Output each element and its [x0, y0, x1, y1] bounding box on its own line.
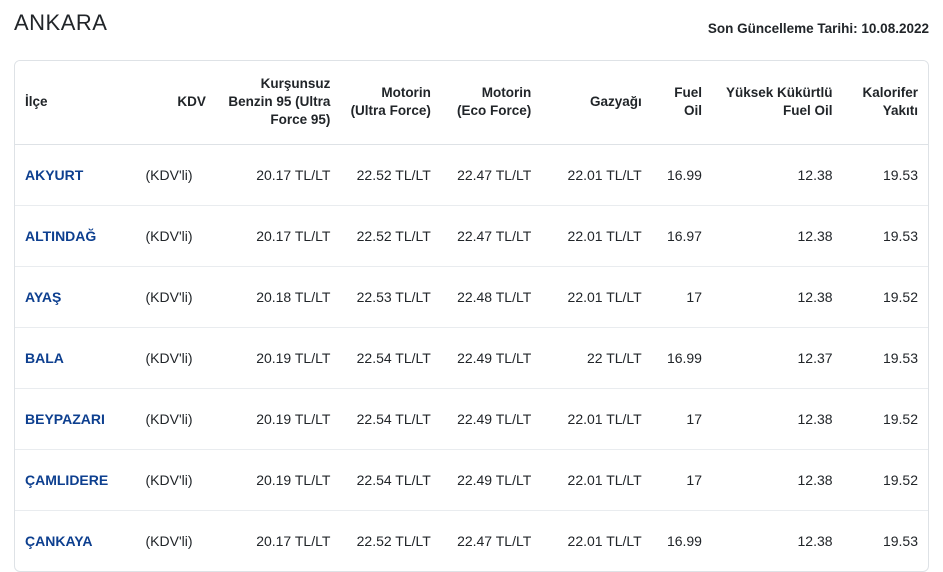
cell-kdv: (KDV'li): [136, 510, 216, 571]
cell-meco: 22.47 TL/LT: [441, 144, 541, 205]
col-ilce[interactable]: İlçe: [15, 61, 136, 144]
cell-gaz: 22.01 TL/LT: [541, 388, 651, 449]
district-link[interactable]: ÇAMLIDERE: [25, 472, 108, 488]
col-gaz[interactable]: Gazyağı: [541, 61, 651, 144]
cell-muf: 22.53 TL/LT: [340, 266, 440, 327]
col-muf[interactable]: Motorin (Ultra Force): [340, 61, 440, 144]
cell-fuel: 16.99: [652, 327, 712, 388]
cell-yks: 12.38: [712, 266, 843, 327]
col-fuel[interactable]: Fuel Oil: [652, 61, 712, 144]
cell-fuel: 17: [652, 388, 712, 449]
cell-kdv: (KDV'li): [136, 327, 216, 388]
cell-kb95: 20.19 TL/LT: [216, 388, 341, 449]
cell-fuel: 17: [652, 449, 712, 510]
cell-yks: 12.37: [712, 327, 843, 388]
cell-meco: 22.49 TL/LT: [441, 449, 541, 510]
cell-kdv: (KDV'li): [136, 144, 216, 205]
district-link[interactable]: ÇANKAYA: [25, 533, 92, 549]
cell-kb95: 20.19 TL/LT: [216, 327, 341, 388]
table-row: BALA (KDV'li)20.19 TL/LT22.54 TL/LT22.49 …: [15, 327, 928, 388]
cell-kdv: (KDV'li): [136, 205, 216, 266]
cell-gaz: 22.01 TL/LT: [541, 144, 651, 205]
cell-muf: 22.52 TL/LT: [340, 144, 440, 205]
col-kal[interactable]: Kalorifer Yakıtı: [843, 61, 928, 144]
cell-gaz: 22.01 TL/LT: [541, 510, 651, 571]
cell-kal: 19.53: [843, 327, 928, 388]
table-row: ÇANKAYA(KDV'li)20.17 TL/LT22.52 TL/LT22.…: [15, 510, 928, 571]
cell-kdv: (KDV'li): [136, 449, 216, 510]
cell-fuel: 16.99: [652, 144, 712, 205]
cell-fuel: 16.97: [652, 205, 712, 266]
price-table-container: İlçe KDV Kurşunsuz Benzin 95 (Ultra Forc…: [14, 60, 929, 572]
last-updated: Son Güncelleme Tarihi: 10.08.2022: [708, 21, 929, 36]
cell-kb95: 20.17 TL/LT: [216, 205, 341, 266]
cell-meco: 22.48 TL/LT: [441, 266, 541, 327]
cell-kal: 19.53: [843, 144, 928, 205]
district-link[interactable]: BEYPAZARI: [25, 411, 105, 427]
cell-meco: 22.49 TL/LT: [441, 327, 541, 388]
cell-yks: 12.38: [712, 144, 843, 205]
price-table: İlçe KDV Kurşunsuz Benzin 95 (Ultra Forc…: [15, 61, 928, 571]
district-link[interactable]: AYAŞ: [25, 289, 61, 305]
cell-fuel: 17: [652, 266, 712, 327]
table-row: AYAŞ (KDV'li)20.18 TL/LT22.53 TL/LT22.48 …: [15, 266, 928, 327]
cell-meco: 22.47 TL/LT: [441, 205, 541, 266]
page: ANKARA Son Güncelleme Tarihi: 10.08.2022…: [0, 0, 943, 572]
cell-kal: 19.53: [843, 205, 928, 266]
table-row: BEYPAZARI(KDV'li)20.19 TL/LT22.54 TL/LT2…: [15, 388, 928, 449]
cell-yks: 12.38: [712, 388, 843, 449]
cell-kb95: 20.18 TL/LT: [216, 266, 341, 327]
cell-muf: 22.54 TL/LT: [340, 327, 440, 388]
table-row: AKYURT (KDV'li)20.17 TL/LT22.52 TL/LT22.4…: [15, 144, 928, 205]
cell-muf: 22.52 TL/LT: [340, 510, 440, 571]
cell-yks: 12.38: [712, 205, 843, 266]
cell-yks: 12.38: [712, 510, 843, 571]
district-link[interactable]: BALA: [25, 350, 64, 366]
col-yks[interactable]: Yüksek Kükürtlü Fuel Oil: [712, 61, 843, 144]
cell-kb95: 20.17 TL/LT: [216, 510, 341, 571]
cell-fuel: 16.99: [652, 510, 712, 571]
col-kdv[interactable]: KDV: [136, 61, 216, 144]
table-head: İlçe KDV Kurşunsuz Benzin 95 (Ultra Forc…: [15, 61, 928, 144]
cell-muf: 22.52 TL/LT: [340, 205, 440, 266]
table-row: ALTINDAĞ(KDV'li)20.17 TL/LT22.52 TL/LT22…: [15, 205, 928, 266]
cell-kb95: 20.17 TL/LT: [216, 144, 341, 205]
cell-yks: 12.38: [712, 449, 843, 510]
cell-kal: 19.52: [843, 266, 928, 327]
cell-kdv: (KDV'li): [136, 388, 216, 449]
table-row: ÇAMLIDERE(KDV'li)20.19 TL/LT22.54 TL/LT2…: [15, 449, 928, 510]
table-body: AKYURT(KDV'li)20.17 TL/LT22.52 TL/LT22.4…: [15, 144, 928, 571]
cell-gaz: 22.01 TL/LT: [541, 266, 651, 327]
cell-meco: 22.47 TL/LT: [441, 510, 541, 571]
cell-kdv: (KDV'li): [136, 266, 216, 327]
cell-kal: 19.53: [843, 510, 928, 571]
cell-gaz: 22.01 TL/LT: [541, 205, 651, 266]
cell-gaz: 22.01 TL/LT: [541, 449, 651, 510]
district-link[interactable]: AKYURT: [25, 167, 83, 183]
col-meco[interactable]: Motorin (Eco Force): [441, 61, 541, 144]
cell-gaz: 22 TL/LT: [541, 327, 651, 388]
district-link[interactable]: ALTINDAĞ: [25, 228, 96, 244]
header-bar: ANKARA Son Güncelleme Tarihi: 10.08.2022: [14, 10, 929, 46]
cell-kal: 19.52: [843, 388, 928, 449]
col-kb95[interactable]: Kurşunsuz Benzin 95 (Ultra Force 95): [216, 61, 341, 144]
cell-kal: 19.52: [843, 449, 928, 510]
header-row: İlçe KDV Kurşunsuz Benzin 95 (Ultra Forc…: [15, 61, 928, 144]
page-title: ANKARA: [14, 10, 107, 36]
cell-muf: 22.54 TL/LT: [340, 449, 440, 510]
cell-kb95: 20.19 TL/LT: [216, 449, 341, 510]
cell-muf: 22.54 TL/LT: [340, 388, 440, 449]
cell-meco: 22.49 TL/LT: [441, 388, 541, 449]
